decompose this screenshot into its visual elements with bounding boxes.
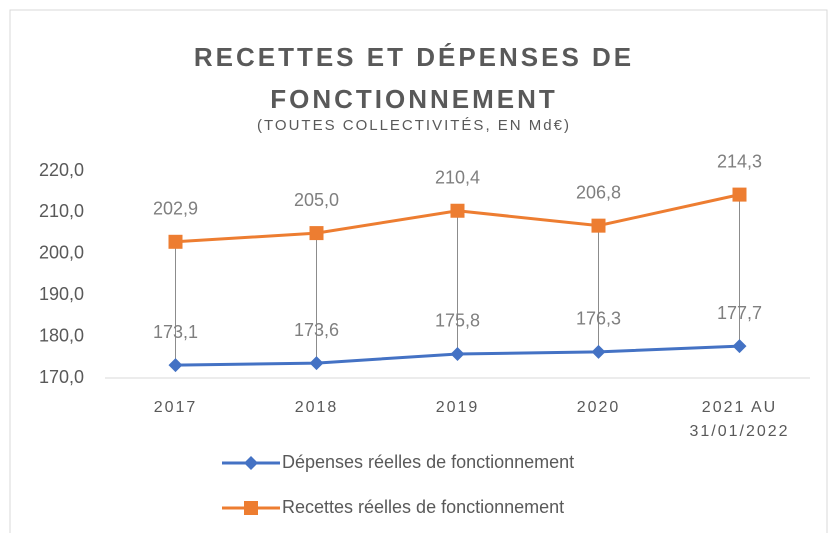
chart-border — [9, 9, 828, 533]
legend-label: Dépenses réelles de fonctionnement — [282, 452, 574, 472]
data-label: 173,6 — [294, 320, 339, 340]
data-label: 210,4 — [435, 167, 480, 187]
data-point — [732, 339, 747, 354]
data-point — [591, 218, 606, 233]
data-point — [309, 356, 324, 371]
data-point — [732, 187, 747, 202]
data-point — [168, 358, 183, 373]
y-tick-label: 180,0 — [39, 325, 84, 345]
x-tick-label: 2017 — [153, 399, 198, 416]
chart-subtitle: (TOUTES COLLECTIVITÉS, EN Md€) — [257, 117, 571, 134]
chart-title: RECETTES ET DÉPENSES DE FONCTIONNEMENT — [193, 42, 635, 114]
x-tick-label: 2021 AU 31/01/2022 — [689, 399, 790, 440]
data-point — [168, 234, 183, 249]
data-label: 176,3 — [576, 309, 621, 329]
data-point — [309, 226, 324, 241]
legend-marker — [244, 501, 258, 515]
data-label: 177,7 — [717, 303, 762, 323]
data-point — [450, 346, 465, 361]
data-label: 173,1 — [153, 322, 198, 342]
x-tick-label: 2020 — [576, 399, 621, 416]
legend-label: Recettes réelles de fonctionnement — [282, 497, 564, 517]
y-tick-label: 210,0 — [39, 201, 84, 221]
y-tick-label: 200,0 — [39, 243, 84, 263]
data-label: 202,9 — [153, 199, 198, 219]
data-point — [450, 203, 465, 218]
data-label: 214,3 — [717, 151, 762, 171]
data-label: 175,8 — [435, 311, 480, 331]
y-tick-label: 220,0 — [39, 160, 84, 180]
data-label: 205,0 — [294, 190, 339, 210]
x-tick-label: 2018 — [294, 399, 339, 416]
data-point — [591, 344, 606, 359]
legend-marker — [244, 456, 258, 470]
data-label: 206,8 — [576, 182, 621, 202]
y-tick-label: 190,0 — [39, 284, 84, 304]
x-tick-label: 2019 — [435, 399, 480, 416]
y-tick-label: 170,0 — [39, 367, 84, 387]
